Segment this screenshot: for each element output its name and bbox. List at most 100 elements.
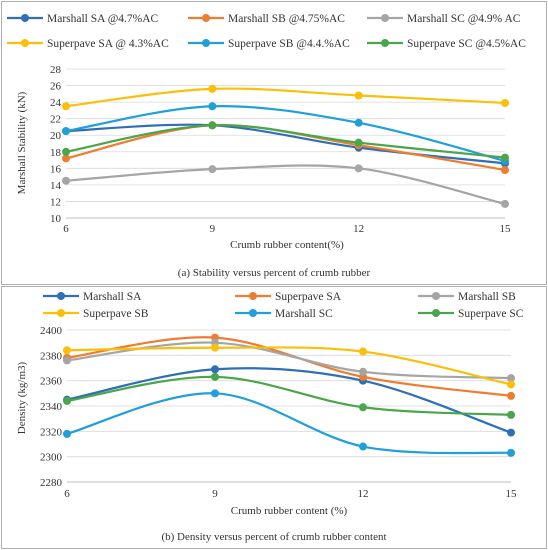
legend-label: Superpave SA @ 4.3%AC xyxy=(47,38,169,50)
y-tick-label: 2320 xyxy=(40,426,63,438)
series-layer xyxy=(62,84,509,208)
legend-marker xyxy=(432,292,440,300)
x-tick-label: 6 xyxy=(63,223,69,235)
legend-label: Marshall SA @4.7%AC xyxy=(47,13,159,25)
data-point xyxy=(359,442,367,451)
data-point xyxy=(62,154,70,163)
data-point xyxy=(211,343,219,352)
data-point xyxy=(354,138,363,147)
legend-marker xyxy=(21,14,29,22)
y-tick-label: 28 xyxy=(50,64,62,76)
chart-panel-density: Marshall SA Superpave SA Marshall SB Superp… xyxy=(1,286,547,549)
data-point xyxy=(63,396,71,405)
axes: 2280 2300 2320 2340 2360 2380 2400 6 9 12 15 xyxy=(40,325,517,500)
data-point xyxy=(501,153,509,162)
series-line xyxy=(65,124,506,159)
series-layer xyxy=(63,333,515,457)
data-point xyxy=(208,84,217,93)
data-point xyxy=(211,389,219,398)
y-tick-label: 2400 xyxy=(40,325,63,337)
y-tick-label: 2340 xyxy=(40,401,63,413)
series-line xyxy=(66,375,512,416)
data-point xyxy=(354,164,363,173)
legend-label: Superpave SA xyxy=(275,291,342,303)
y-tick-label: 2360 xyxy=(40,376,63,388)
panel-border xyxy=(1,286,547,549)
legend-marker xyxy=(21,39,29,47)
y-tick-label: 24 xyxy=(50,97,62,109)
legend-label: Marshall SB xyxy=(458,291,516,303)
legend-marker xyxy=(249,292,257,300)
series-line xyxy=(66,346,512,386)
y-tick-label: 10 xyxy=(50,213,62,225)
y-tick-label: 12 xyxy=(50,196,61,208)
x-tick-label: 12 xyxy=(358,488,369,500)
data-point xyxy=(62,102,70,111)
data-point xyxy=(211,372,219,381)
y-tick-label: 2280 xyxy=(40,477,63,489)
y-tick-label: 2380 xyxy=(40,350,63,362)
series-line xyxy=(66,367,512,434)
series-line xyxy=(65,105,506,162)
series-line xyxy=(65,123,506,165)
axes: 10 12 14 16 18 20 22 24 26 28 6 9 12 15 xyxy=(50,64,511,235)
x-tick-label: 6 xyxy=(64,488,70,500)
x-tick-label: 15 xyxy=(500,223,512,235)
y-tick-label: 20 xyxy=(50,130,62,142)
data-point xyxy=(507,428,515,437)
data-point xyxy=(62,147,70,156)
data-point xyxy=(501,199,509,208)
figure-caption: (a) Stability versus percent of crumb ru… xyxy=(178,267,371,279)
legend-marker xyxy=(57,292,65,300)
data-point xyxy=(359,347,367,356)
data-point xyxy=(208,102,217,111)
legend-marker xyxy=(202,39,210,47)
data-point xyxy=(63,429,71,438)
data-point xyxy=(359,403,367,412)
legend-marker xyxy=(57,309,65,317)
panel-border xyxy=(1,1,547,285)
data-point xyxy=(211,365,219,374)
y-tick-label: 22 xyxy=(50,114,61,126)
series-line xyxy=(66,392,512,455)
data-point xyxy=(63,356,71,365)
x-tick-label: 9 xyxy=(212,488,218,500)
legend-marker xyxy=(202,14,210,22)
legend-label: Superpave SB xyxy=(83,308,149,320)
data-point xyxy=(501,165,509,174)
legend-label: Marshall SC @4.9% AC xyxy=(407,13,521,25)
x-axis-label: Crumb rubber content(%) xyxy=(230,239,344,251)
y-tick-label: 2300 xyxy=(40,452,63,464)
x-axis-label: Crumb rubber content (%) xyxy=(231,505,348,517)
data-point xyxy=(507,380,515,389)
data-point xyxy=(507,448,515,457)
y-tick-label: 16 xyxy=(50,163,62,175)
y-axis-label: Density (kg/m3) xyxy=(16,361,28,434)
data-point xyxy=(62,127,70,136)
legend-label: Marshall SC xyxy=(275,308,333,320)
x-tick-label: 12 xyxy=(353,223,364,235)
legend-marker xyxy=(432,309,440,317)
series-line xyxy=(65,164,506,205)
legend-marker xyxy=(381,39,389,47)
data-point xyxy=(359,367,367,376)
legend-marker xyxy=(381,14,389,22)
y-tick-label: 18 xyxy=(50,147,62,159)
data-point xyxy=(507,410,515,419)
x-tick-label: 15 xyxy=(506,488,518,500)
x-tick-label: 9 xyxy=(210,223,216,235)
legend-label: Marshall SA xyxy=(83,291,142,303)
data-point xyxy=(354,118,363,127)
chart-panel-stability: Marshall SA @4.7%AC Marshall SB @4.75%AC M… xyxy=(1,1,547,285)
legend-marker xyxy=(249,309,257,317)
legend-label: Marshall SB @4.75%AC xyxy=(228,13,345,25)
data-point xyxy=(501,98,509,107)
data-point xyxy=(208,165,217,174)
legend-label: Superpave SC xyxy=(458,308,524,320)
data-point xyxy=(507,391,515,400)
data-point xyxy=(507,374,515,383)
legend: Marshall SA @4.7%AC Marshall SB @4.75%AC M… xyxy=(7,13,526,50)
legend: Marshall SA Superpave SA Marshall SB Superp… xyxy=(43,291,524,320)
series-line xyxy=(65,87,506,108)
